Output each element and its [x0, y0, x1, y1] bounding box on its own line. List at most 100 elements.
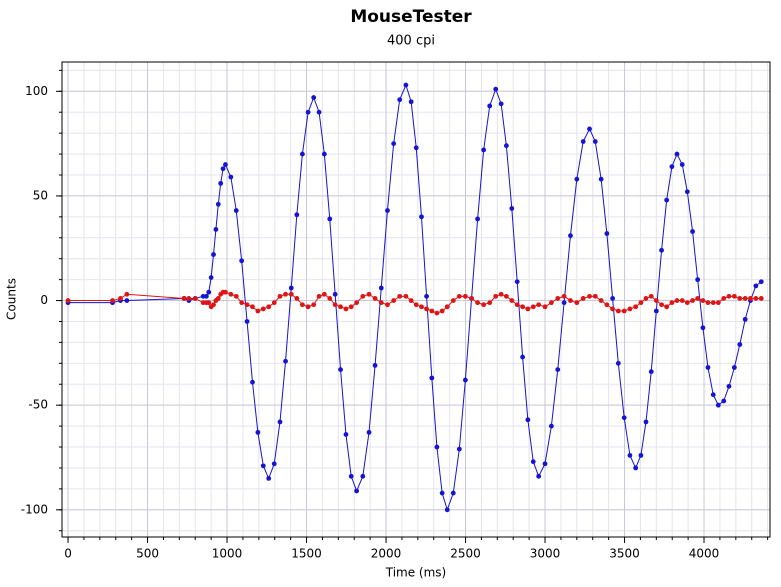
data-point: [403, 82, 409, 88]
data-point: [413, 145, 419, 151]
x-tick-label: 0: [64, 547, 72, 561]
data-point: [530, 304, 536, 310]
data-point: [742, 296, 748, 301]
data-point: [218, 180, 224, 186]
data-point: [408, 99, 414, 105]
data-point: [615, 308, 621, 314]
data-point: [737, 342, 743, 347]
data-point: [288, 285, 294, 291]
data-point: [348, 304, 354, 310]
data-point: [748, 296, 753, 301]
data-point: [419, 304, 424, 310]
data-point: [509, 298, 515, 303]
data-point: [434, 444, 440, 450]
data-point: [721, 398, 727, 404]
data-point: [450, 490, 456, 496]
data-point: [700, 298, 706, 303]
data-point: [621, 415, 627, 421]
x-tick-label: 3000: [530, 547, 561, 561]
data-point: [208, 275, 214, 280]
data-point: [372, 296, 378, 301]
data-point: [674, 298, 680, 303]
chart-subtitle: 400 cpi: [387, 34, 435, 49]
x-tick-label: 1000: [212, 547, 243, 561]
data-point: [648, 293, 654, 299]
data-point: [758, 279, 764, 285]
data-point: [321, 151, 327, 157]
data-point: [653, 308, 659, 314]
data-point: [366, 429, 372, 435]
data-point: [487, 103, 493, 109]
x-axis-label: Time (ms): [385, 566, 447, 580]
data-point: [348, 473, 354, 479]
data-point: [514, 302, 520, 308]
data-point: [525, 306, 531, 312]
data-point: [283, 358, 288, 364]
data-point: [498, 291, 504, 297]
data-point: [397, 293, 403, 299]
data-point: [653, 298, 659, 303]
data-point: [343, 432, 349, 437]
data-point: [450, 298, 456, 303]
data-point: [266, 476, 272, 481]
data-point: [215, 296, 221, 301]
data-point: [266, 304, 272, 310]
data-point: [327, 296, 333, 301]
data-point: [555, 367, 561, 372]
data-point: [758, 296, 764, 301]
data-point: [233, 293, 239, 299]
data-point: [299, 151, 305, 157]
data-point: [715, 300, 721, 306]
data-point: [721, 296, 727, 301]
data-point: [742, 316, 748, 322]
data-point: [604, 231, 610, 236]
data-point: [568, 233, 573, 239]
data-point: [503, 293, 509, 299]
data-point: [574, 300, 580, 306]
data-point: [580, 296, 586, 301]
data-point: [354, 300, 360, 306]
data-point: [360, 473, 366, 479]
x-tick-label: 2500: [450, 547, 481, 561]
data-point: [360, 293, 366, 299]
data-point: [604, 302, 610, 308]
data-point: [211, 252, 216, 257]
data-point: [587, 126, 592, 132]
data-point: [548, 300, 554, 306]
data-point: [424, 306, 429, 312]
data-point: [206, 289, 212, 295]
data-point: [710, 300, 716, 306]
data-point: [555, 296, 561, 301]
data-point: [530, 459, 536, 465]
data-point: [753, 283, 759, 289]
data-point: [462, 293, 468, 299]
data-point: [403, 293, 409, 299]
data-point: [737, 296, 743, 301]
data-point: [561, 300, 567, 306]
data-point: [561, 293, 567, 299]
data-point: [321, 291, 327, 297]
data-point: [385, 208, 390, 213]
data-point: [338, 304, 343, 310]
data-point: [271, 461, 277, 467]
data-point: [705, 365, 711, 370]
data-point: [580, 139, 586, 144]
data-point: [434, 310, 440, 316]
data-point: [378, 285, 384, 291]
y-axis-label: Counts: [5, 278, 19, 320]
data-point: [753, 296, 759, 301]
data-point: [239, 258, 245, 264]
y-tick-label: 0: [40, 293, 48, 307]
data-point: [684, 189, 690, 195]
data-point: [239, 300, 245, 306]
data-point: [627, 306, 633, 312]
data-point: [462, 377, 468, 383]
data-point: [110, 298, 115, 303]
data-point: [260, 463, 266, 469]
data-point: [627, 452, 633, 458]
data-point: [372, 363, 378, 368]
data-point: [429, 375, 435, 381]
data-point: [525, 417, 531, 423]
data-point: [726, 293, 732, 299]
